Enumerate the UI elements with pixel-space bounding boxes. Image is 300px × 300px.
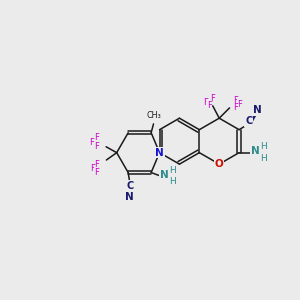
Text: N: N	[251, 146, 260, 156]
Text: F: F	[94, 160, 99, 169]
Text: F: F	[237, 100, 242, 109]
Text: N: N	[125, 192, 134, 202]
Text: F: F	[207, 101, 212, 110]
Text: F: F	[94, 134, 98, 142]
Text: C: C	[126, 181, 133, 191]
Text: F: F	[94, 142, 98, 151]
Text: N: N	[253, 105, 261, 115]
Text: F: F	[234, 103, 239, 112]
Text: C: C	[245, 116, 253, 126]
Text: F: F	[94, 168, 99, 177]
Text: H: H	[260, 154, 267, 163]
Text: N: N	[155, 148, 164, 158]
Text: F: F	[89, 137, 94, 146]
Text: H: H	[169, 166, 176, 175]
Text: F: F	[203, 98, 208, 107]
Text: F: F	[210, 94, 214, 103]
Text: F: F	[90, 164, 95, 173]
Text: H: H	[169, 177, 176, 186]
Text: O: O	[215, 159, 224, 169]
Text: F: F	[234, 96, 239, 105]
Text: H: H	[260, 142, 267, 151]
Text: CH₃: CH₃	[146, 112, 161, 121]
Text: N: N	[160, 170, 169, 180]
